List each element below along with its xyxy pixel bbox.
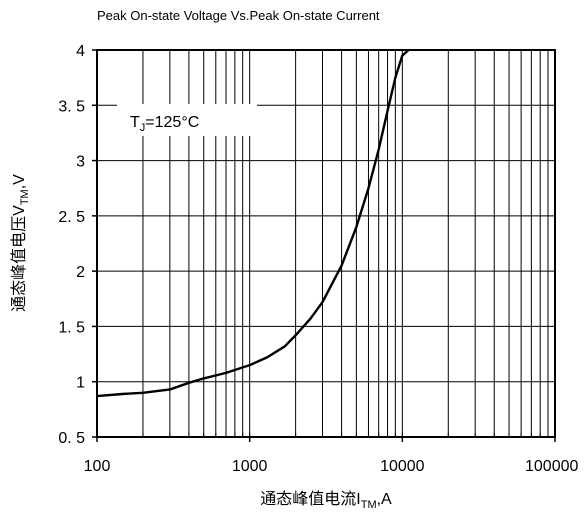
x-tick-labels: 100 1000 10000 100000 (84, 458, 579, 475)
y-tick-labels: 0. 5 1 1. 5 2 2. 5 3 3. 5 4 (58, 43, 85, 447)
y-axis-label: 通态峰值电压VTM,V (10, 174, 31, 312)
y-tick-label: 1. 5 (58, 319, 85, 336)
x-tick-label: 1000 (232, 458, 268, 475)
series-line (97, 50, 410, 398)
x-axis-label: 通态峰值电流ITM,A (260, 490, 392, 511)
plot-frame (96, 49, 556, 438)
y-tick-label: 2 (76, 264, 85, 281)
y-tick-label: 0. 5 (58, 430, 85, 447)
y-tick-label: 3 (76, 154, 85, 171)
x-tick-label: 100 (84, 458, 111, 475)
tick-marks (92, 49, 556, 442)
annotation-box: TJ=125°C (117, 104, 257, 136)
chart-title: Peak On-state Voltage Vs.Peak On-state C… (97, 8, 380, 23)
y-tick-label: 2. 5 (58, 209, 85, 226)
y-tick-label: 1 (76, 375, 85, 392)
annotation-label: TJ=125°C (130, 114, 199, 134)
x-tick-label: 100000 (525, 458, 578, 475)
y-tick-label: 3. 5 (58, 98, 85, 115)
x-tick-label: 10000 (380, 458, 425, 475)
y-tick-label: 4 (76, 43, 85, 60)
data-series (97, 50, 410, 398)
